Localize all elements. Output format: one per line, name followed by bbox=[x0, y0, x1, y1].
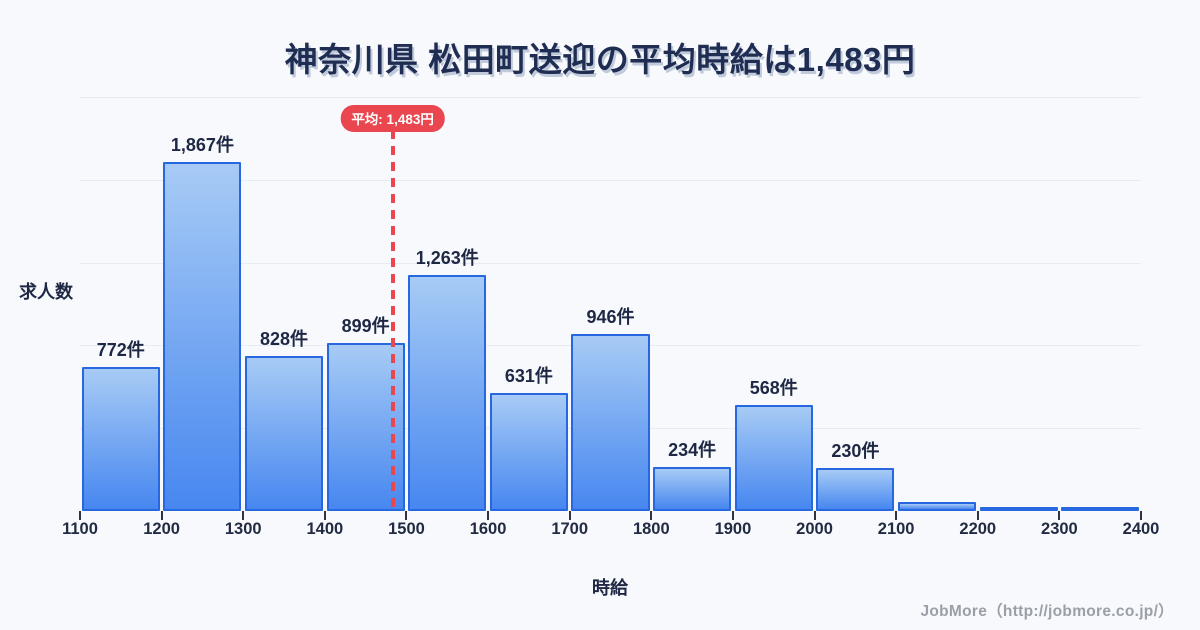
x-axis-tick bbox=[568, 511, 571, 520]
x-axis-tick bbox=[160, 511, 163, 520]
x-axis-tick bbox=[405, 511, 408, 520]
x-axis-title: 時給 bbox=[592, 578, 628, 598]
x-axis-tick bbox=[976, 511, 979, 520]
plot-area: 772件 1,867件 828件 899件 1,263件 631件 946件 234件 568件… bbox=[80, 97, 1141, 511]
histogram-bar bbox=[816, 468, 895, 511]
histogram-bar bbox=[81, 367, 160, 511]
x-axis-tick bbox=[1058, 511, 1061, 520]
y-axis-title: 求人数 bbox=[19, 282, 73, 302]
bar-value-label: 899件 bbox=[341, 316, 390, 336]
bar-value-label: 1,867件 bbox=[170, 135, 234, 155]
chart-title: 神奈川県 松田町送迎の平均時給は1,483円 bbox=[284, 41, 916, 78]
histogram-bar bbox=[979, 507, 1058, 511]
x-axis-tick-label: 1300 bbox=[224, 520, 262, 538]
x-axis-tick-label: 2200 bbox=[959, 520, 997, 538]
bar-value-label: 828件 bbox=[260, 329, 309, 349]
x-axis-tick-label: 2300 bbox=[1041, 520, 1078, 538]
x-axis-tick-label: 1600 bbox=[469, 520, 507, 538]
gridline bbox=[80, 97, 1141, 98]
x-axis-tick bbox=[323, 511, 326, 520]
x-axis-tick-label: 1800 bbox=[632, 520, 670, 538]
histogram-bar bbox=[653, 467, 732, 511]
x-axis-tick bbox=[79, 511, 81, 520]
x-axis-tick-label: 1900 bbox=[714, 520, 752, 538]
x-axis-tick bbox=[487, 511, 490, 520]
x-axis-tick-label: 1200 bbox=[143, 520, 180, 538]
x-axis-tick-label: 2400 bbox=[1122, 520, 1160, 538]
bar-value-label: 772件 bbox=[96, 340, 145, 360]
x-axis-tick-label: 1700 bbox=[551, 520, 589, 538]
bar-value-label: 946件 bbox=[586, 307, 635, 327]
x-axis-tick-label: 1400 bbox=[306, 520, 344, 538]
x-axis-tick-label: 2000 bbox=[796, 520, 833, 538]
histogram-bar bbox=[163, 162, 242, 511]
x-axis-tick-label: 1100 bbox=[62, 520, 98, 538]
histogram-bar bbox=[489, 393, 568, 511]
histogram-bar bbox=[244, 356, 324, 511]
x-axis-tick bbox=[731, 511, 734, 520]
x-axis-tick bbox=[813, 511, 816, 520]
bar-value-label: 234件 bbox=[668, 440, 717, 460]
bar-value-label: 631件 bbox=[504, 366, 553, 386]
bar-value-label: 568件 bbox=[749, 378, 798, 398]
x-axis-tick bbox=[242, 511, 245, 520]
bar-value-label: 230件 bbox=[831, 441, 880, 461]
gridline bbox=[80, 263, 1141, 264]
bar-value-label: 1,263件 bbox=[415, 248, 479, 268]
x-axis-tick-label: 1500 bbox=[388, 520, 425, 538]
x-axis-tick bbox=[1140, 511, 1142, 520]
histogram-bar bbox=[571, 334, 650, 511]
x-axis-tick bbox=[650, 511, 653, 520]
histogram-bar bbox=[734, 405, 813, 511]
histogram-bar bbox=[1061, 507, 1140, 511]
x-axis-tick-label: 2100 bbox=[877, 520, 915, 538]
x-axis-tick bbox=[895, 511, 898, 520]
average-badge: 平均: 1,483円 bbox=[340, 105, 445, 132]
histogram-bar bbox=[408, 275, 487, 511]
average-line bbox=[390, 130, 395, 511]
gridline bbox=[80, 180, 1141, 181]
footer-credit: JobMore（http://jobmore.co.jp/） bbox=[920, 603, 1174, 620]
histogram-bar bbox=[897, 502, 976, 511]
